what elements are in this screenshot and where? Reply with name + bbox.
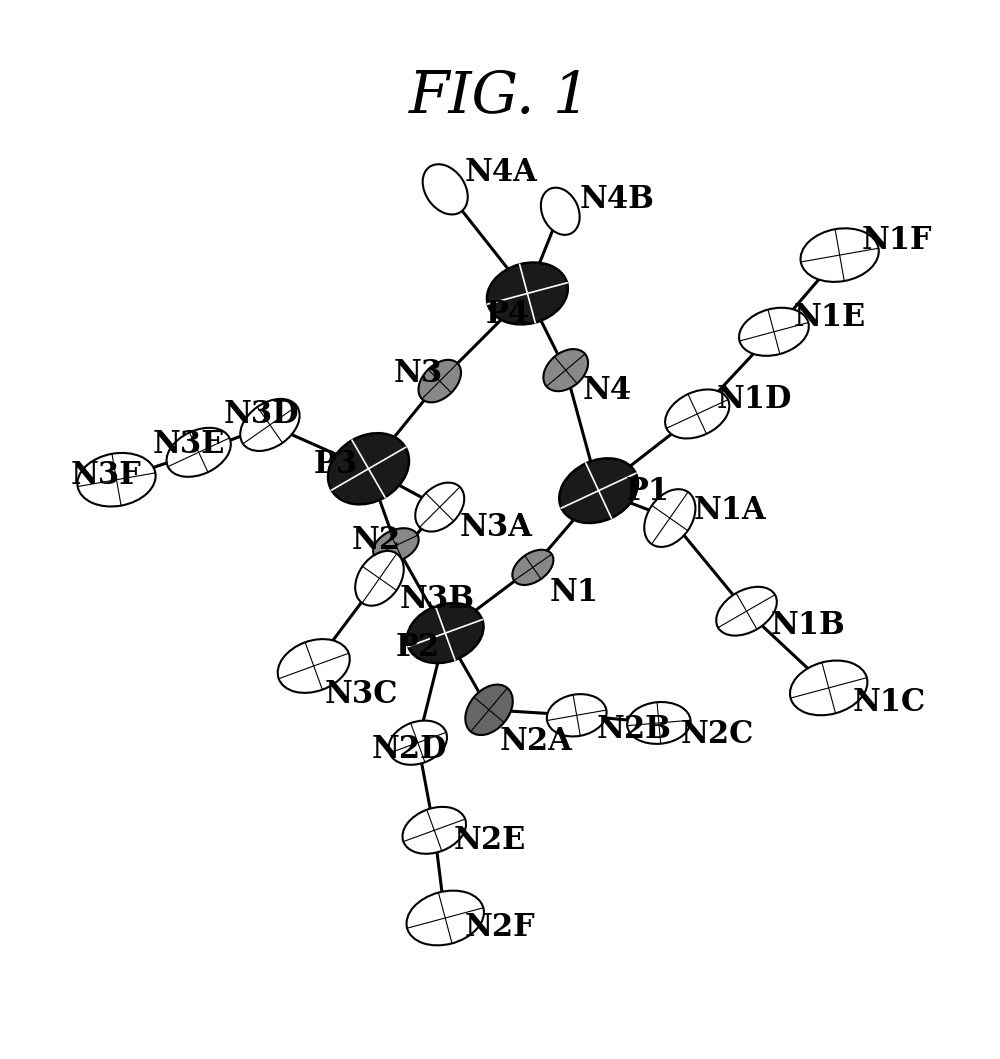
Ellipse shape — [389, 721, 447, 765]
Text: N2E: N2E — [454, 824, 526, 855]
Text: N1D: N1D — [717, 383, 792, 415]
Text: N1A: N1A — [694, 495, 767, 525]
Ellipse shape — [512, 551, 553, 586]
Text: FIG. 1: FIG. 1 — [409, 69, 591, 125]
Ellipse shape — [541, 189, 580, 236]
Text: N3E: N3E — [153, 429, 225, 460]
Text: P3: P3 — [314, 448, 358, 480]
Text: N1B: N1B — [771, 609, 845, 641]
Text: N4: N4 — [582, 375, 631, 406]
Ellipse shape — [240, 399, 300, 451]
Ellipse shape — [373, 528, 419, 563]
Text: N4B: N4B — [580, 183, 655, 214]
Text: N2A: N2A — [500, 725, 573, 756]
Text: N3F: N3F — [70, 460, 141, 490]
Text: N2: N2 — [352, 525, 401, 556]
Text: N1: N1 — [549, 576, 598, 608]
Text: N2B: N2B — [596, 714, 671, 744]
Text: N3: N3 — [394, 358, 443, 389]
Text: P2: P2 — [396, 631, 440, 662]
Text: N2D: N2D — [372, 733, 447, 764]
Ellipse shape — [716, 588, 777, 636]
Text: N2F: N2F — [465, 912, 536, 943]
Ellipse shape — [278, 640, 350, 694]
Ellipse shape — [167, 429, 231, 478]
Ellipse shape — [801, 229, 879, 283]
Text: N4A: N4A — [465, 157, 538, 189]
Text: N1C: N1C — [853, 686, 926, 717]
Ellipse shape — [559, 459, 638, 523]
Ellipse shape — [355, 552, 404, 606]
Ellipse shape — [487, 264, 568, 325]
Ellipse shape — [328, 434, 409, 505]
Text: N1E: N1E — [794, 302, 866, 333]
Text: N3D: N3D — [224, 399, 300, 430]
Ellipse shape — [418, 360, 461, 403]
Text: N3C: N3C — [325, 678, 398, 710]
Ellipse shape — [627, 702, 691, 744]
Ellipse shape — [547, 695, 607, 737]
Text: N1F: N1F — [862, 225, 932, 256]
Text: N3A: N3A — [459, 511, 532, 543]
Ellipse shape — [790, 661, 867, 716]
Ellipse shape — [665, 390, 729, 439]
Ellipse shape — [423, 165, 468, 215]
Text: N2C: N2C — [681, 719, 754, 750]
Ellipse shape — [739, 308, 809, 357]
Ellipse shape — [407, 891, 484, 946]
Ellipse shape — [543, 349, 588, 392]
Text: P4: P4 — [486, 299, 530, 329]
Ellipse shape — [465, 685, 513, 735]
Text: N3B: N3B — [399, 582, 474, 614]
Ellipse shape — [415, 483, 464, 532]
Ellipse shape — [77, 453, 156, 507]
Text: P1: P1 — [626, 475, 670, 506]
Ellipse shape — [644, 489, 695, 548]
Ellipse shape — [407, 604, 484, 663]
Ellipse shape — [402, 807, 466, 854]
